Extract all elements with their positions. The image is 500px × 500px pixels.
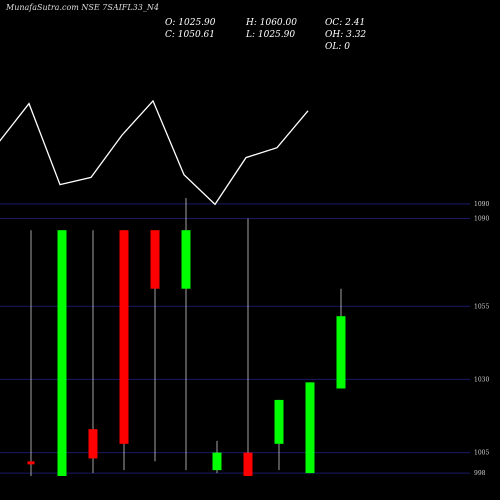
indicator-line (0, 99, 309, 206)
high-value: H: 1060.00 (246, 18, 297, 28)
candle-body (212, 452, 222, 471)
candle-body (57, 230, 67, 476)
candle-body (27, 461, 35, 465)
oc-value: OC: 2.41 (325, 18, 366, 28)
candle-body (88, 429, 98, 459)
watermark: MunafaSutra.com NSE 7SAIFL33_N4 (6, 3, 159, 12)
close-value: C: 1050.61 (165, 30, 215, 40)
candle (27, 230, 35, 476)
y-tick-label: 1030 (474, 376, 489, 383)
candle-body (243, 452, 253, 476)
candle (305, 382, 315, 474)
candle (243, 218, 253, 476)
candle-body (336, 316, 346, 389)
y-axis-ticks: 1090 1090 1055 1030 1005 998 (474, 201, 489, 477)
candle-body (150, 230, 160, 289)
candle-body (274, 399, 284, 444)
candle (150, 230, 160, 462)
indicator-polyline (0, 99, 309, 206)
open-value: O: 1025.90 (165, 18, 216, 28)
candle (212, 440, 222, 474)
candle (88, 230, 98, 474)
candle-body (119, 230, 129, 444)
candle-body (305, 382, 315, 474)
candle (274, 399, 284, 471)
candles (27, 198, 346, 476)
y-tick-label: 1005 (474, 450, 489, 457)
candle (119, 230, 129, 471)
y-tick-label: 1055 (474, 303, 489, 310)
y-tick-label: 1090 (474, 201, 489, 208)
y-tick-label: 998 (474, 470, 486, 477)
y-tick-label: 1090 (474, 215, 489, 222)
candle (336, 288, 346, 389)
low-value: L: 1025.90 (246, 30, 296, 40)
candle (181, 198, 191, 471)
oh-value: OH: 3.32 (325, 30, 367, 40)
ol-value: OL: 0 (325, 42, 350, 52)
candle-body (181, 230, 191, 289)
candle (57, 230, 67, 476)
grid-lines (0, 203, 470, 474)
